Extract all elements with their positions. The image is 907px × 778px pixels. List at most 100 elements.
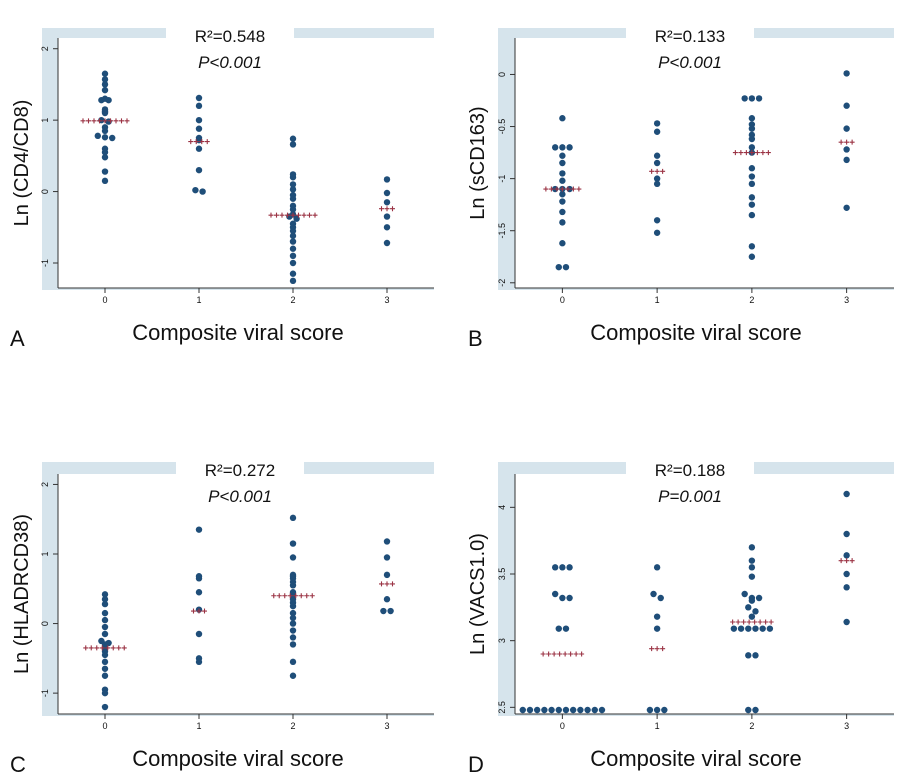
data-point <box>598 706 606 714</box>
data-point <box>653 175 661 182</box>
mean-marker <box>660 168 666 174</box>
data-point <box>559 144 566 151</box>
data-point <box>101 95 109 102</box>
data-point <box>101 145 109 152</box>
data-point <box>101 616 109 624</box>
data-point <box>653 128 661 135</box>
mean-marker <box>654 168 660 174</box>
r-squared-annotation: R²=0.188 <box>655 461 725 480</box>
data-point <box>383 176 391 183</box>
p-value-annotation: P=0.001 <box>658 487 722 506</box>
mean-marker <box>119 118 124 124</box>
data-point <box>289 641 297 648</box>
mean-marker <box>732 150 738 156</box>
y-tick-label: -1 <box>40 689 50 697</box>
data-point <box>559 152 566 159</box>
data-point <box>748 211 756 219</box>
data-point <box>555 706 562 714</box>
data-point <box>741 95 748 102</box>
mean-marker <box>757 619 763 625</box>
mean-marker <box>309 593 315 599</box>
data-point <box>195 94 203 102</box>
data-point <box>748 115 756 122</box>
panel-c: -1 0 1 2 0 1 2 3 R²=0.272 P<0.001 Ln (HLADRCD38) Co… <box>10 460 434 777</box>
data-point <box>748 95 756 102</box>
mean-marker <box>390 206 395 212</box>
data-point <box>566 144 573 151</box>
mean-marker <box>304 593 310 599</box>
data-point <box>653 217 661 224</box>
data-point <box>541 706 548 714</box>
x-tick-label: 3 <box>844 295 849 305</box>
mean-marker <box>551 651 557 657</box>
data-point <box>843 570 850 578</box>
data-point <box>653 152 661 159</box>
mean-marker <box>579 651 585 657</box>
r-squared-annotation: R²=0.133 <box>655 27 725 46</box>
plot-region <box>58 38 434 288</box>
data-point <box>843 584 850 591</box>
mean-marker <box>660 646 666 652</box>
y-axis-label: Ln (HLADRCD38) <box>11 514 33 674</box>
data-point <box>101 665 109 672</box>
mean-marker <box>559 186 565 192</box>
data-point <box>745 625 752 632</box>
data-point <box>653 625 661 632</box>
y-tick-label: 2.5 <box>497 701 507 714</box>
data-point <box>383 239 391 247</box>
mean-marker <box>282 593 288 599</box>
p-value-annotation: P<0.001 <box>198 53 262 72</box>
x-tick-label: 2 <box>290 295 295 305</box>
data-point <box>94 132 102 140</box>
mean-marker <box>285 212 290 218</box>
y-tick-label: 1 <box>40 551 50 556</box>
mean-marker <box>565 186 571 192</box>
mean-marker <box>546 651 552 657</box>
data-point <box>843 552 850 559</box>
panel-letter: B <box>468 326 483 351</box>
data-point <box>289 614 297 622</box>
data-point <box>195 134 203 142</box>
p-value-annotation: P<0.001 <box>658 53 722 72</box>
mean-marker <box>193 139 199 145</box>
mean-marker <box>849 558 855 564</box>
data-point <box>843 102 850 109</box>
mean-marker <box>301 212 307 218</box>
data-point <box>289 186 297 193</box>
panel-d: 2.5 3 3.5 4 0 1 2 3 R²=0.188 P=0.001 Ln (VACS1.0) C… <box>467 460 894 777</box>
mean-marker <box>94 645 100 651</box>
data-point <box>661 706 668 714</box>
data-point <box>559 170 566 177</box>
mean-marker <box>649 168 655 174</box>
mean-marker <box>268 212 274 218</box>
mean-marker <box>543 186 549 192</box>
y-tick-label: -1 <box>40 259 50 267</box>
mean-marker <box>113 118 119 124</box>
data-point <box>548 706 555 714</box>
x-tick-label: 0 <box>102 721 107 731</box>
y-tick-label: 2 <box>40 46 50 51</box>
data-point <box>289 195 297 202</box>
mean-marker <box>654 646 660 652</box>
data-point <box>192 186 199 194</box>
data-point <box>745 652 752 659</box>
x-tick-label: 3 <box>384 295 389 305</box>
data-point <box>752 652 759 659</box>
data-point <box>101 106 109 113</box>
y-tick-label: 2 <box>40 482 50 487</box>
mean-marker <box>568 651 574 657</box>
mean-marker <box>108 118 113 124</box>
mean-marker <box>384 206 390 212</box>
data-point <box>752 706 759 714</box>
data-point <box>101 177 109 185</box>
mean-marker <box>649 646 655 652</box>
mean-marker <box>196 608 202 614</box>
data-point <box>289 252 297 260</box>
mean-marker <box>379 581 384 587</box>
data-point <box>766 625 774 632</box>
mean-marker <box>743 150 749 156</box>
data-point <box>653 159 661 167</box>
data-point <box>759 625 766 632</box>
data-point <box>843 204 850 211</box>
x-tick-label: 1 <box>655 295 660 305</box>
